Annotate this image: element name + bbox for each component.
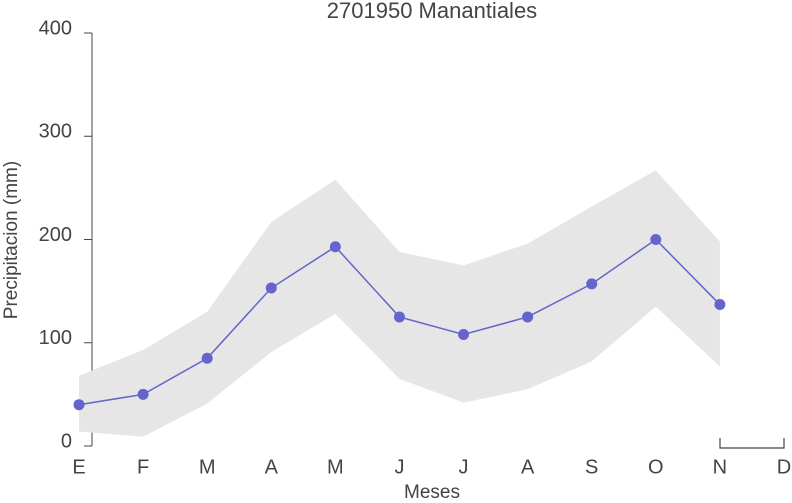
data-point — [458, 328, 470, 340]
range-band — [79, 170, 720, 437]
y-tick-label: 200 — [39, 224, 72, 246]
x-tick-label: J — [459, 456, 469, 478]
x-axis-segment — [719, 438, 785, 449]
y-tick-label: 300 — [39, 121, 72, 143]
x-tick-label: D — [777, 456, 791, 478]
x-tick-label: M — [199, 456, 216, 478]
x-tick-label: A — [265, 456, 279, 478]
y-tick-label: 100 — [39, 327, 72, 349]
x-tick-label: N — [713, 456, 727, 478]
data-point — [586, 278, 598, 290]
x-tick-label: F — [137, 456, 149, 478]
data-point — [522, 311, 534, 323]
data-point — [329, 241, 341, 253]
y-tick-label: 400 — [39, 17, 72, 39]
y-axis-label: Precipitacion (mm) — [1, 161, 22, 319]
data-point — [650, 234, 662, 245]
x-axis-label: Meses — [404, 482, 460, 503]
x-tick-label: J — [394, 456, 404, 478]
x-tick-label: M — [327, 456, 344, 478]
x-tick-label: A — [521, 456, 535, 478]
data-point — [201, 352, 213, 364]
x-tick-label: E — [72, 456, 85, 478]
x-tick-label: S — [585, 456, 598, 478]
data-point — [265, 282, 277, 294]
data-point — [137, 388, 149, 400]
data-point — [714, 299, 726, 311]
data-point — [393, 311, 405, 323]
y-tick-label: 0 — [61, 430, 72, 452]
chart-title: 2701950 Manantiales — [327, 0, 537, 23]
x-tick-label: O — [648, 456, 664, 478]
data-point — [73, 399, 85, 411]
